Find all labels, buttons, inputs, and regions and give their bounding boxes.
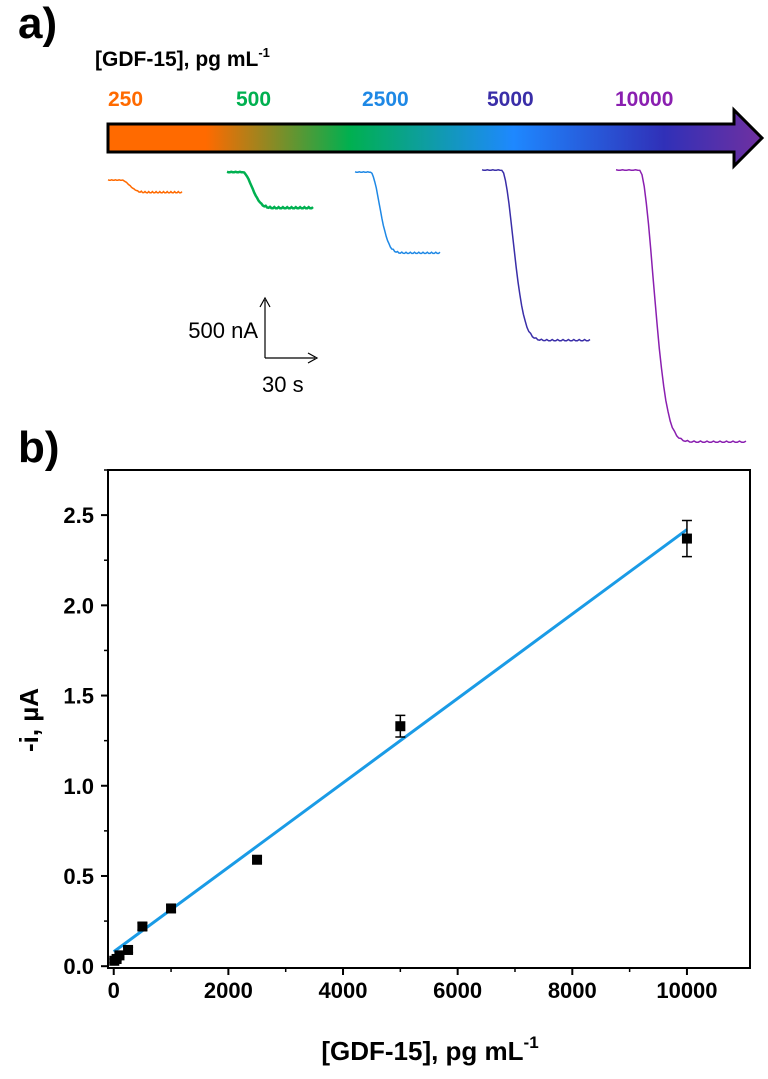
- data-point: [166, 903, 177, 914]
- y-tick-label: 2.0: [63, 593, 94, 618]
- panel-label-a: a): [18, 0, 57, 48]
- y-tick-label: 0.0: [63, 954, 94, 979]
- data-point: [114, 950, 125, 961]
- data-point: [681, 533, 692, 544]
- concentration-label-5000: 5000: [487, 88, 534, 111]
- x-tick-label: 10000: [656, 978, 717, 1003]
- fit-line: [112, 528, 688, 953]
- concentration-label-2500: 2500: [362, 88, 409, 111]
- trace-5000: [481, 169, 591, 342]
- data-point: [252, 854, 263, 865]
- panel-label-b: b): [18, 423, 60, 472]
- x-tick-label: 6000: [433, 978, 482, 1003]
- x-tick-label: 4000: [319, 978, 368, 1003]
- scale-current-label: 500 nA: [188, 318, 258, 343]
- trace-10000: [615, 169, 747, 444]
- concentration-gradient-arrow: [106, 106, 765, 170]
- x-tick-label: 8000: [548, 978, 597, 1003]
- x-axis-label: [GDF-15], pg mL-1: [321, 1033, 538, 1066]
- y-tick-label: 1.0: [63, 774, 94, 799]
- scale-time-label: 30 s: [262, 372, 304, 397]
- x-tick-label: 0: [108, 978, 120, 1003]
- y-tick-label: 0.5: [63, 864, 94, 889]
- data-point: [395, 721, 406, 732]
- y-tick-label: 2.5: [63, 503, 94, 528]
- data-point: [123, 944, 134, 955]
- plot-frame: [107, 469, 751, 969]
- y-axis-label: -i, µA: [14, 688, 44, 752]
- concentration-label-250: 250: [108, 88, 143, 111]
- trace-2500: [354, 171, 441, 255]
- concentration-label-500: 500: [236, 88, 271, 111]
- trace-250: [107, 179, 183, 194]
- trace-500: [226, 170, 314, 210]
- data-point: [137, 921, 148, 932]
- x-tick-label: 2000: [204, 978, 253, 1003]
- concentration-title: [GDF-15], pg mL-1: [95, 45, 270, 71]
- concentration-label-10000: 10000: [615, 88, 673, 111]
- scale-bar: 500 nA 30 s: [188, 296, 319, 397]
- y-tick-label: 1.5: [63, 684, 94, 709]
